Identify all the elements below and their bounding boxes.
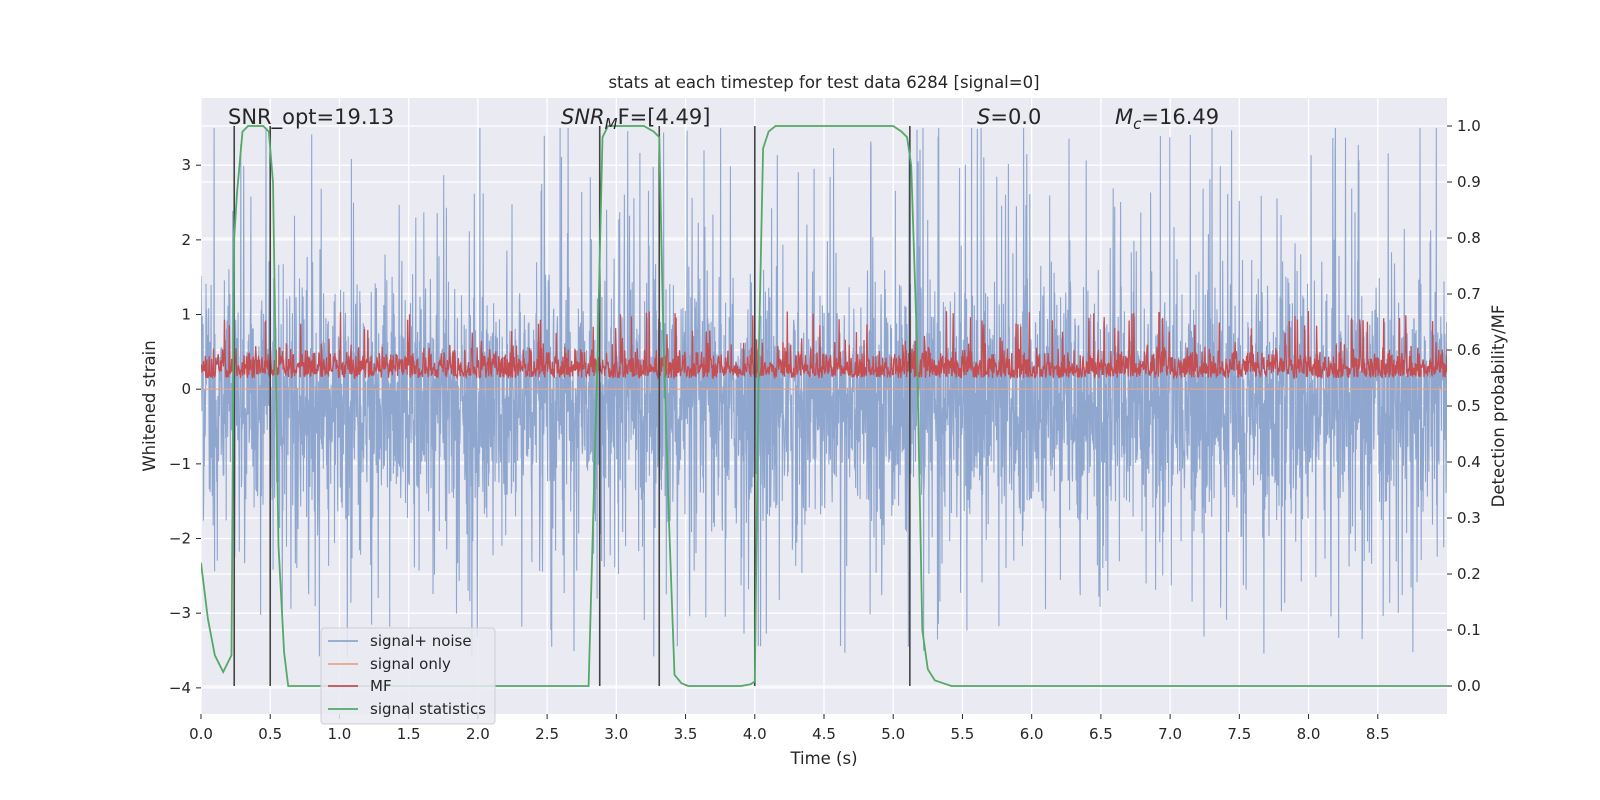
plot-series-group <box>201 125 1447 687</box>
s-value: =0.0 <box>990 105 1041 129</box>
signal-plus-noise-line <box>201 127 1447 658</box>
mc-subscript: c <box>1133 115 1142 133</box>
y2-axis-label: Detection probability/MF <box>1489 305 1508 508</box>
snr-mf-symbol: SNR <box>561 105 605 129</box>
x-axis: 0.0 0.5 1.0 1.5 2.0 2.5 3.0 3.5 4.0 4.5 5.0 5.5 6.0 6… <box>189 714 1390 743</box>
legend-label-signal-only: signal only <box>370 655 451 673</box>
snr-mf-annotation: SNRMF=[4.49] <box>561 105 710 133</box>
y-tick-label: 2 <box>181 231 191 249</box>
x-tick-label: 3.5 <box>674 725 698 743</box>
x-tick-label: 6.5 <box>1089 725 1113 743</box>
chart-title: stats at each timestep for test data 628… <box>608 73 1039 92</box>
y-tick-label: 0 <box>181 380 191 398</box>
s-annotation: S=0.0 <box>977 105 1041 129</box>
signal-statistics-series <box>201 125 1447 687</box>
y-tick-label: 1 <box>181 306 191 324</box>
mf-series <box>201 310 1447 380</box>
x-tick-label: 7.0 <box>1158 725 1182 743</box>
y2-tick-label: 1.0 <box>1457 117 1481 135</box>
mf-line <box>201 310 1447 380</box>
x-tick-label: 1.5 <box>397 725 421 743</box>
x-tick-label: 8.5 <box>1366 725 1390 743</box>
y2-tick-label: 0.2 <box>1457 565 1481 583</box>
signal-plus-noise-series <box>201 127 1447 658</box>
legend-label-mf: MF <box>370 677 392 695</box>
mc-value: =16.49 <box>1141 105 1219 129</box>
y-axis-left: 3 2 1 0 −1 −2 −3 −4 <box>169 156 201 697</box>
y-tick-label: 3 <box>181 156 191 174</box>
x-tick-label: 0.5 <box>258 725 282 743</box>
y2-tick-label: 0.7 <box>1457 285 1481 303</box>
x-tick-label: 0.0 <box>189 725 213 743</box>
y-axis-label: Whitened strain <box>140 340 159 471</box>
y-tick-label: −2 <box>169 530 191 548</box>
x-tick-label: 5.5 <box>951 725 975 743</box>
x-tick-label: 8.0 <box>1297 725 1321 743</box>
y2-tick-label: 0.8 <box>1457 229 1481 247</box>
snr-mf-value: F=[4.49] <box>618 105 711 129</box>
x-tick-label: 6.0 <box>1020 725 1044 743</box>
y2-tick-label: 0.4 <box>1457 453 1481 471</box>
x-tick-label: 2.5 <box>535 725 559 743</box>
legend-box <box>320 627 496 725</box>
y-tick-label: −1 <box>169 455 191 473</box>
s-symbol: S <box>977 105 990 129</box>
snr-mf-subscript: M <box>605 115 618 133</box>
y2-tick-label: 0.6 <box>1457 341 1481 359</box>
y-tick-label: −4 <box>169 679 191 697</box>
x-tick-label: 7.5 <box>1227 725 1251 743</box>
vertical-markers <box>233 126 911 686</box>
snr-opt-annotation: SNR_opt=19.13 <box>228 105 394 130</box>
x-tick-label: 4.5 <box>812 725 836 743</box>
mc-annotation: Mc=16.49 <box>1115 105 1219 133</box>
y2-tick-label: 0.3 <box>1457 509 1481 527</box>
x-tick-label: 3.0 <box>604 725 628 743</box>
signal-statistics-line <box>201 125 1447 687</box>
x-tick-label: 1.0 <box>328 725 352 743</box>
x-tick-label: 2.0 <box>466 725 490 743</box>
x-axis-label: Time (s) <box>789 749 857 768</box>
y2-tick-label: 0.0 <box>1457 677 1481 695</box>
y-axis-right: 1.0 0.9 0.8 0.7 0.6 0.5 0.4 0.3 0.2 0.1 0.0 <box>1447 117 1481 695</box>
y2-tick-label: 0.5 <box>1457 397 1481 415</box>
y-tick-label: −3 <box>169 604 191 622</box>
x-tick-label: 5.0 <box>881 725 905 743</box>
mc-symbol: M <box>1115 105 1133 129</box>
legend: signal+ noise signal only MF signal stat… <box>320 627 496 725</box>
y2-tick-label: 0.9 <box>1457 173 1481 191</box>
legend-label-signal-statistics: signal statistics <box>370 700 486 718</box>
y2-tick-label: 0.1 <box>1457 621 1481 639</box>
x-tick-label: 4.0 <box>743 725 767 743</box>
legend-label-signal-noise: signal+ noise <box>370 632 472 650</box>
